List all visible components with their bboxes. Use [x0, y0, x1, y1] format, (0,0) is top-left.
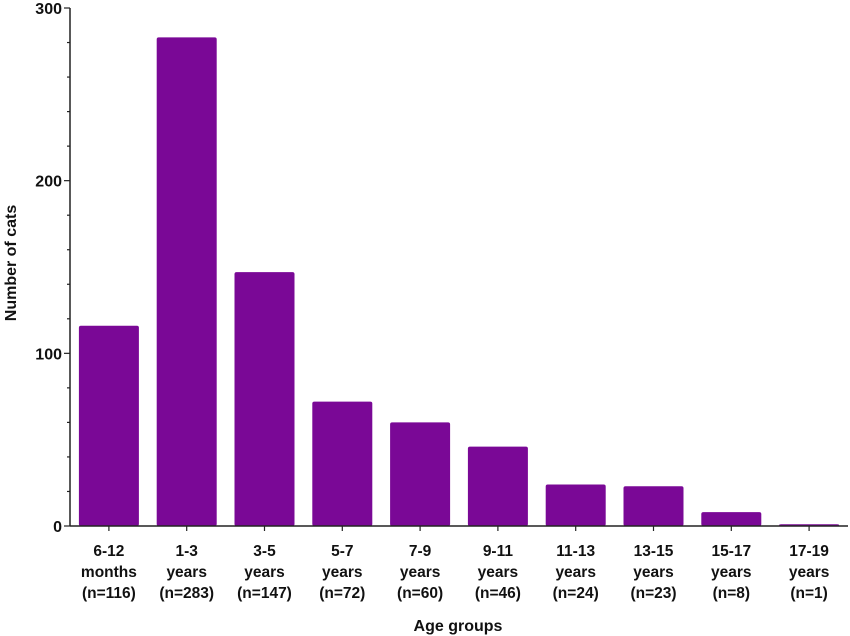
y-axis-title: Number of cats — [3, 205, 20, 322]
x-tick-label: 5-7 years (n=72) — [319, 543, 365, 602]
bar-7 — [623, 486, 684, 526]
bar-5 — [467, 446, 528, 526]
bar-8 — [701, 512, 762, 526]
x-tick-label: 17-19 years (n=1) — [789, 543, 830, 602]
bar-4 — [390, 422, 451, 526]
x-labels-group: 6-12 months (n=116) 1-3 years (n=283) 3-5 years… — [81, 543, 829, 602]
bar-2 — [234, 272, 295, 526]
y-tick-label: 100 — [35, 346, 62, 363]
x-tick-label: 1-3 years (n=283) — [159, 543, 214, 602]
bar-3 — [312, 401, 373, 526]
y-tick-label: 200 — [35, 174, 62, 191]
bar-1 — [156, 37, 217, 526]
bar-6 — [545, 484, 606, 526]
x-tick-label: 13-15 years (n=23) — [630, 543, 676, 602]
x-tick-label: 9-11 years (n=46) — [475, 543, 521, 602]
x-tick-label: 3-5 years (n=147) — [237, 543, 292, 602]
x-axis-title: Age groups — [414, 618, 503, 635]
x-tick-label: 7-9 years (n=60) — [397, 543, 443, 602]
axes-group — [64, 7, 848, 531]
bars-group — [78, 37, 840, 526]
x-tick-label: 15-17 years (n=8) — [711, 543, 752, 602]
x-tick-label: 6-12 months (n=116) — [81, 543, 137, 602]
bar-0 — [78, 325, 139, 526]
y-ticks-group: 0 100 200 300 — [35, 1, 62, 536]
x-tick-label: 11-13 years (n=24) — [553, 543, 599, 602]
y-tick-label: 300 — [35, 1, 62, 18]
y-tick-label: 0 — [53, 519, 62, 536]
